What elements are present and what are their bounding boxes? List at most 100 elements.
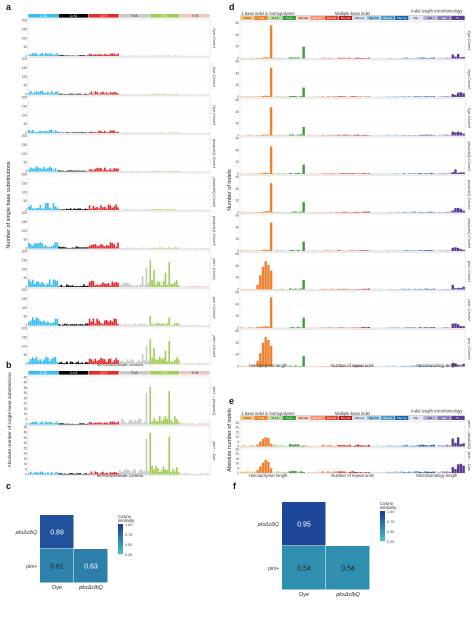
sbs-bar <box>105 170 108 172</box>
id-header-0 <box>240 416 254 420</box>
sbs-bar <box>151 421 153 425</box>
sbs-bar <box>113 318 116 326</box>
id-bar <box>359 250 362 251</box>
sbs-bar <box>200 286 203 287</box>
id-bar <box>435 327 438 328</box>
sbs-bar <box>107 93 110 95</box>
id-bar <box>381 173 384 174</box>
id-bar <box>353 134 357 136</box>
sbs-bar <box>208 473 210 475</box>
sbs-bar <box>94 244 97 249</box>
sbs-bar <box>50 358 53 364</box>
sbs-bar <box>37 423 40 425</box>
sbs-bar <box>117 473 119 475</box>
sbs-bar <box>158 208 161 210</box>
id-bar <box>413 471 417 473</box>
id-bar <box>427 288 430 290</box>
id-bar <box>253 365 257 367</box>
sbs-bar <box>139 323 142 326</box>
id-bar <box>362 173 365 174</box>
sbs-bar <box>60 55 62 56</box>
sbs-bar <box>54 91 57 95</box>
sbs-bar <box>111 472 114 475</box>
sbs-bar <box>54 280 57 287</box>
id-bar <box>248 445 251 447</box>
sbs-bar <box>102 471 104 475</box>
id-bar <box>299 211 303 213</box>
sbs-bar <box>98 473 100 475</box>
id-header-label: 4bp <box>442 16 447 20</box>
sbs-bar <box>94 285 97 287</box>
id-bar <box>429 173 433 174</box>
id-bar <box>364 250 368 251</box>
id-bar <box>256 284 259 290</box>
id-bar <box>413 288 417 290</box>
sbs-ytick: 100 <box>22 229 28 233</box>
heatmap-legend-tick: 0.75 <box>125 533 132 537</box>
sbs-bar <box>54 168 57 172</box>
id-bar <box>375 472 379 473</box>
sbs-panel-a: C>A C>G C>T T>A T>C T>G050100150200Dye-Clone1… <box>22 14 216 366</box>
id-bar <box>294 211 297 213</box>
id-bar <box>372 445 376 447</box>
sbs-bar <box>43 54 45 56</box>
sbs-bar <box>90 422 93 425</box>
sbs-bar <box>126 209 129 210</box>
id-bar <box>313 327 316 328</box>
id-bar <box>297 444 300 447</box>
sbs-bar <box>79 285 81 287</box>
panel-label-c: c <box>6 481 11 491</box>
sbs-bar <box>168 391 171 425</box>
sbs-row-label: pks+ – Dye <box>212 440 216 460</box>
id-bar <box>340 96 343 97</box>
id-header-label: 2bp <box>413 16 418 20</box>
id-bar <box>269 222 273 251</box>
id-bar <box>443 471 446 473</box>
id-bar <box>302 87 305 97</box>
sbs-bar <box>98 54 100 56</box>
id-bar <box>375 365 379 367</box>
sbs-bar <box>69 285 72 287</box>
id-ytick: 40 <box>235 341 239 345</box>
id-bar <box>310 365 313 367</box>
sbs-bar <box>28 472 30 475</box>
sbs-bar <box>136 170 138 172</box>
sbs-bar <box>48 93 51 95</box>
id-bar <box>413 445 417 447</box>
id-bar <box>329 472 332 473</box>
sbs-header-label: C>A <box>40 14 48 18</box>
id-bar <box>334 365 338 367</box>
sbs-ytick: 100 <box>22 344 28 348</box>
sbs-bar <box>45 421 47 425</box>
id-bar <box>275 250 278 251</box>
id-bar <box>372 173 376 174</box>
sbs-bar <box>130 247 133 249</box>
sbs-bar <box>193 473 195 475</box>
id-header-15 <box>451 16 465 20</box>
id-bar <box>286 134 289 136</box>
sbs-bar <box>45 53 47 56</box>
sbs-bar <box>31 279 34 287</box>
sbs-bar <box>33 208 36 210</box>
sbs-bar <box>43 208 45 210</box>
sbs-bar <box>181 473 184 475</box>
id-bar <box>413 327 417 328</box>
id-ytick: 0 <box>237 365 239 369</box>
sbs-bar <box>158 323 161 326</box>
sbs-bar <box>189 324 191 326</box>
id-bar <box>389 445 392 447</box>
id-bar <box>440 173 444 174</box>
id-bar <box>288 134 292 136</box>
sbs-bar <box>130 324 133 326</box>
id-bar <box>419 211 422 213</box>
sbs-bar <box>172 422 174 425</box>
sbs-bar <box>50 323 53 326</box>
sbs-bar <box>100 92 102 95</box>
sbs-header-label: T>C <box>161 371 168 375</box>
sbs-bar <box>28 169 30 172</box>
id-header-14 <box>437 16 451 20</box>
sbs-bar <box>33 358 36 364</box>
sbs-bar <box>52 203 55 210</box>
